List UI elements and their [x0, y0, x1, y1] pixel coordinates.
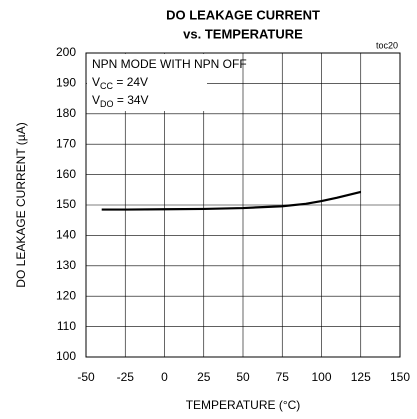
annotation: NPN MODE WITH NPN OFF — [92, 57, 247, 71]
y-tick-label: 200 — [56, 45, 76, 59]
annotation: VDO = 34V — [92, 93, 149, 109]
plot-frame — [85, 52, 401, 358]
y-tick-label: 130 — [56, 258, 76, 272]
figure-id: toc20 — [376, 40, 398, 50]
y-tick-label: 160 — [56, 167, 76, 181]
y-tick-label: 180 — [56, 106, 76, 120]
annotation: VCC = 24V — [92, 75, 148, 91]
x-tick-label: 25 — [197, 370, 211, 384]
x-tick-label: 100 — [311, 370, 331, 384]
y-tick-label: 100 — [56, 349, 76, 363]
annotation-text: = 34V — [114, 93, 149, 107]
chart-subtitle: vs. TEMPERATURE — [183, 26, 303, 41]
y-tick-label: 120 — [56, 288, 76, 302]
x-tick-label: 50 — [236, 370, 250, 384]
y-tick-label: 190 — [56, 76, 76, 90]
x-tick-label: 0 — [161, 370, 168, 384]
annotation-text: V — [92, 93, 100, 107]
data-line — [101, 190, 362, 211]
y-tick-label: 170 — [56, 136, 76, 150]
annotation-subscript: DO — [100, 99, 114, 109]
chart-title: DO LEAKAGE CURRENT — [166, 7, 320, 22]
x-tick-label: -50 — [77, 370, 95, 384]
y-tick-label: 110 — [57, 319, 76, 333]
y-tick-label: 150 — [56, 197, 76, 211]
x-tick-label: -25 — [117, 370, 135, 384]
y-axis-label: DO LEAKAGE CURRENT (µA) — [14, 122, 28, 287]
annotation-text: = 24V — [113, 75, 148, 89]
y-tick-label: 140 — [56, 228, 76, 242]
x-tick-label: 150 — [390, 370, 410, 384]
annotation-box — [87, 54, 207, 111]
annotation-text: V — [92, 75, 100, 89]
x-tick-label: 125 — [351, 370, 371, 384]
annotation-text: NPN MODE WITH NPN OFF — [92, 57, 247, 71]
annotation-subscript: CC — [100, 81, 113, 91]
x-tick-label: 75 — [276, 370, 290, 384]
x-axis-label: TEMPERATURE (°C) — [186, 398, 301, 412]
